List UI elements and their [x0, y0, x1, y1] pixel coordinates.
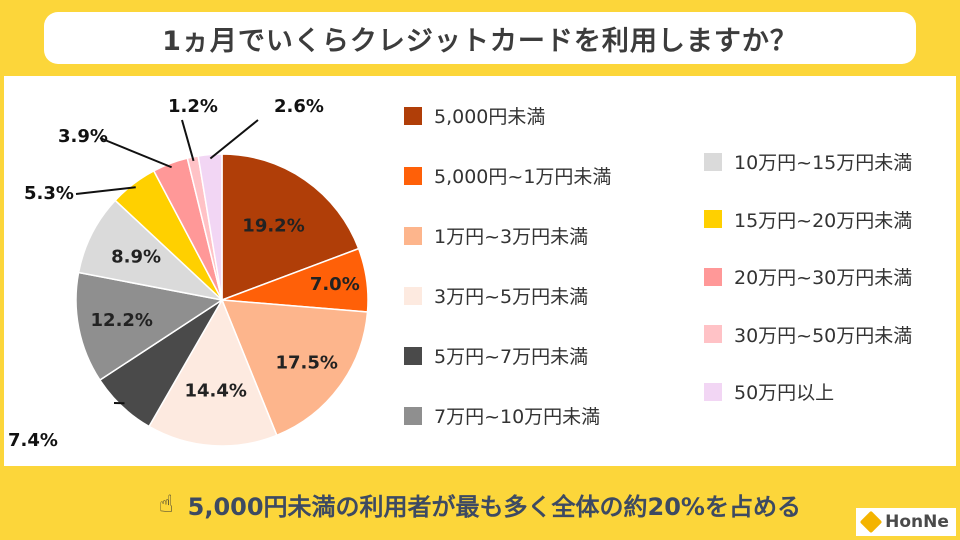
legend-item: 30万円~50万円未満 — [704, 321, 912, 348]
legend-item: 5万円~7万円未満 — [404, 342, 588, 369]
pie-slice-label: 1.2% — [168, 96, 218, 117]
legend-item: 5,000円未満 — [404, 102, 545, 129]
pie-slice-label: 7.4% — [8, 430, 58, 451]
legend-swatch — [704, 325, 722, 343]
pie-slice-label: 7.0% — [310, 274, 360, 295]
legend-item: 20万円~30万円未満 — [704, 263, 912, 290]
pie-slice-label: 8.9% — [111, 246, 161, 267]
legend-swatch — [404, 106, 422, 125]
legend-label: 7万円~10万円未満 — [434, 406, 601, 428]
legend-swatch — [404, 346, 422, 365]
logo-text: HonNe — [885, 512, 949, 532]
summary-text: 5,000円未満の利用者が最も多く全体の約20%を占める — [187, 492, 801, 521]
legend-label: 1万円~3万円未満 — [434, 226, 589, 248]
legend-swatch — [704, 382, 722, 401]
pie-slice-label: 14.4% — [184, 380, 246, 401]
brand-logo: HonNe — [856, 508, 956, 536]
legend-label: 3万円~5万円未満 — [434, 286, 589, 308]
leader-line — [75, 186, 136, 195]
leader-line — [99, 137, 172, 169]
legend-swatch — [704, 152, 722, 171]
legend-swatch — [404, 226, 422, 245]
legend-label: 30万円~50万円未満 — [734, 324, 913, 347]
legend-label: 10万円~15万円未満 — [734, 152, 913, 174]
legend-label: 20万円~30万円未満 — [734, 267, 913, 289]
pie-slice — [220, 299, 369, 437]
pie-slice — [221, 153, 360, 302]
leader-line — [181, 119, 195, 162]
logo-icon — [859, 510, 883, 534]
legend-label: 5,000円未満 — [434, 106, 546, 128]
legend-item: 3万円~5万円未満 — [404, 282, 588, 309]
legend-label: 5万円~7万円未満 — [434, 346, 589, 368]
pie-slice-label: 2.6% — [274, 96, 324, 117]
legend-swatch — [404, 166, 422, 185]
pie-slice — [197, 153, 223, 301]
chart-panel: 19.2% 7.0% 17.5% 14.4% 7.4% 12.2% 8.9% 5.3% 3.9%… — [4, 76, 956, 466]
pointing-hand-icon: ☝ — [159, 490, 174, 518]
pie-slice — [77, 199, 225, 302]
legend-item: 10万円~15万円未満 — [704, 148, 912, 175]
pie-slice-label: 5.3% — [24, 183, 74, 204]
legend-swatch — [704, 267, 722, 286]
leader-line — [209, 119, 259, 160]
pie-slice-label: 17.5% — [275, 352, 337, 373]
pie-slice-label: 12.2% — [91, 310, 153, 331]
legend-swatch — [704, 210, 722, 228]
legend-label: 5,000円~1万円未満 — [434, 166, 612, 188]
legend-swatch — [404, 406, 422, 425]
legend-item: 7万円~10万円未満 — [404, 402, 600, 429]
legend-label: 15万円~20万円未満 — [734, 209, 913, 232]
title-banner: 1ヵ月でいくらクレジットカードを利用しますか？ — [44, 12, 916, 64]
legend-label: 50万円以上 — [734, 382, 835, 404]
pie-slice — [75, 271, 224, 382]
chart-title: 1ヵ月でいくらクレジットカードを利用しますか？ — [162, 25, 798, 57]
legend-item: 1万円~3万円未満 — [404, 222, 588, 249]
legend-item: 15万円~20万円未満 — [704, 206, 912, 233]
pie-slice-label: 19.2% — [242, 216, 304, 237]
legend-item: 50万円以上 — [704, 378, 834, 405]
pie-slice — [147, 298, 278, 447]
legend-item: 5,000円~1万円未満 — [404, 162, 611, 189]
summary-footer: ☝ 5,000円未満の利用者が最も多く全体の約20%を占める — [0, 474, 960, 534]
pie-chart: 19.2% 7.0% 17.5% 14.4% 7.4% 12.2% 8.9% 5.3% 3.9%… — [8, 96, 369, 451]
legend-swatch — [404, 286, 422, 305]
pie-slice-label: 3.9% — [58, 126, 108, 147]
